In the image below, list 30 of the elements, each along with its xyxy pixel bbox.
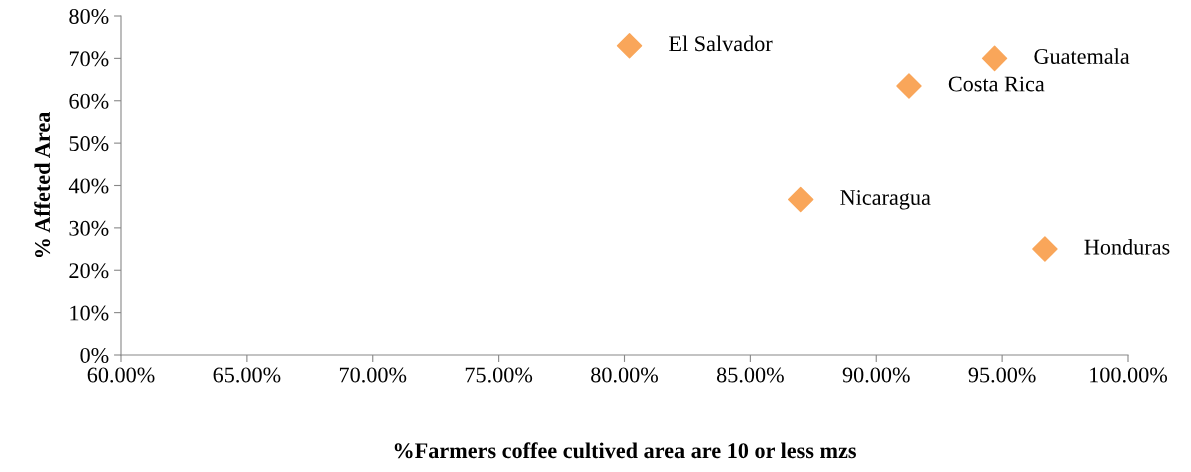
annotation: El Salvador <box>669 35 773 52</box>
y-tick-label: 60% <box>69 93 109 109</box>
y-tick-label: 10% <box>70 305 109 321</box>
y-axis-title: % Affeted Area <box>34 111 51 258</box>
x-tick-label: 85.00% <box>716 367 784 383</box>
annotation: Nicaragua <box>840 190 931 210</box>
y-tick-label: 40% <box>68 178 109 194</box>
point <box>896 73 922 99</box>
x-tick-label: 95.00% <box>968 367 1036 383</box>
x-tick-label: 90.00% <box>842 367 910 383</box>
annotation: Honduras <box>1084 238 1170 255</box>
point <box>616 32 643 59</box>
x-tick-label: 60.00% <box>87 367 155 383</box>
annotation: Costa Rica <box>948 76 1045 92</box>
x-tick-label: 75.00% <box>465 367 533 383</box>
y-tick-label: 30% <box>69 220 109 236</box>
y-tick-label: 70% <box>69 51 109 67</box>
annotation: Guatemala <box>1034 48 1130 64</box>
point <box>981 45 1008 72</box>
point <box>1032 236 1058 262</box>
y-tick-label: 20% <box>69 263 109 279</box>
y-tick-label: 50% <box>69 136 109 152</box>
point <box>788 186 814 213</box>
y-tick-label: 0% <box>80 347 109 363</box>
x-tick-label: 100.00% <box>1090 367 1168 383</box>
x-tick-label: 70.00% <box>339 367 407 383</box>
y-tick-label: 80% <box>69 8 109 24</box>
x-axis-title: %Farmers coffee cultived area are 10 or less mzs <box>394 442 856 459</box>
x-tick-label: 65.00% <box>213 367 281 383</box>
x-tick-label: 80.00% <box>591 367 658 383</box>
